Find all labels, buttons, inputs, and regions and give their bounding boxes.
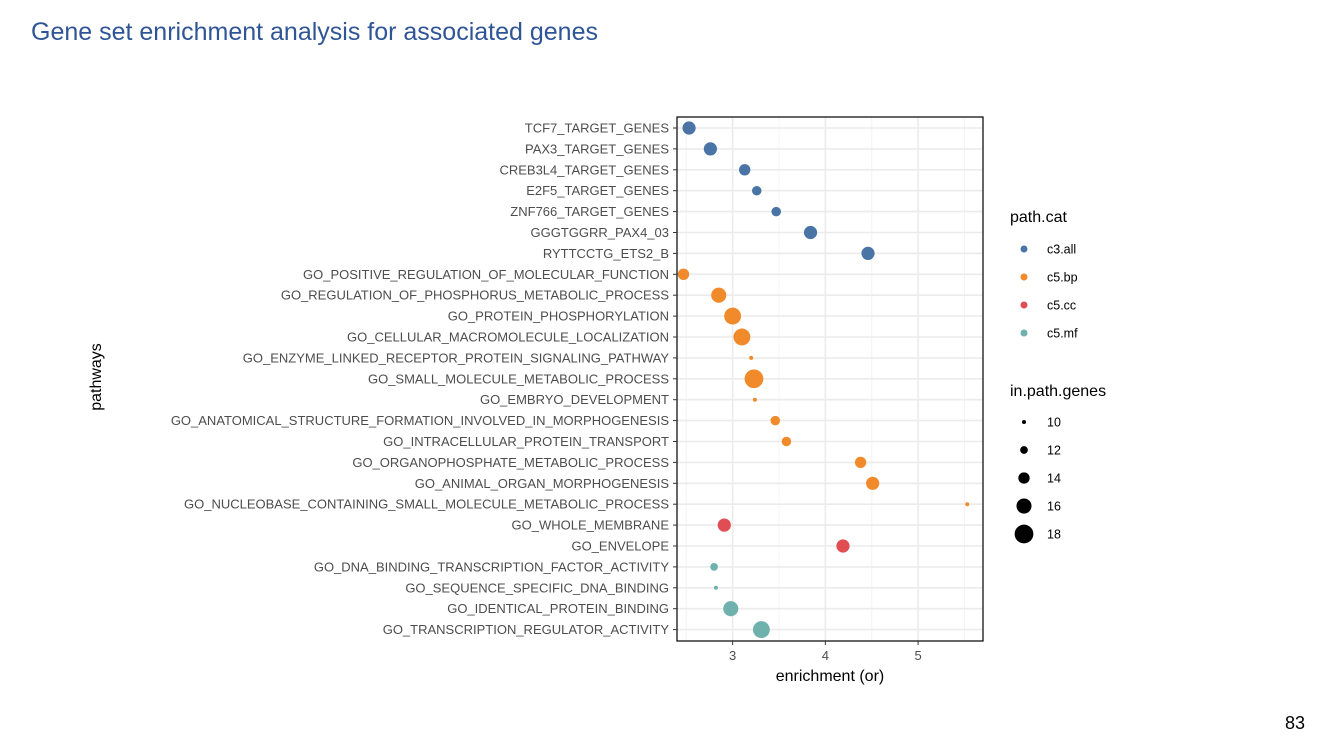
data-point [677,268,690,280]
y-tick-label: GO_ORGANOPHOSPHATE_METABOLIC_PROCESS [352,455,669,470]
data-point [713,585,718,590]
y-tick-label: GO_INTRACELLULAR_PROTEIN_TRANSPORT [383,434,669,449]
color-legend-title: path.cat [1010,209,1067,226]
legend-swatch [1020,329,1028,337]
data-point [836,539,850,553]
y-tick-label: E2F5_TARGET_GENES [526,183,669,198]
slide-title: Gene set enrichment analysis for associa… [31,18,598,46]
data-point [703,142,717,156]
y-tick-label: GO_PROTEIN_PHOSPHORYLATION [448,309,669,324]
data-point [803,225,818,240]
size-legend-dot [1014,524,1034,544]
size-legend-dot [1020,446,1028,454]
y-tick-label: GO_NUCLEOBASE_CONTAINING_SMALL_MOLECULE_… [184,497,669,512]
legend-label: c5.bp [1047,271,1078,285]
legend-label: c5.cc [1047,299,1076,313]
legend-swatch [1020,273,1028,281]
legend-swatch [1020,245,1028,253]
data-point [717,518,731,532]
data-point [749,355,754,360]
size-legend-label: 14 [1047,472,1061,486]
y-tick-label: GO_ENVELOPE [571,539,669,554]
data-point [752,397,757,402]
y-tick-label: GO_ANIMAL_ORGAN_MORPHOGENESIS [415,476,670,491]
y-tick-label: GO_CELLULAR_MACROMOLECULE_LOCALIZATION [347,330,669,345]
y-tick-label: GGGTGGRR_PAX4_03 [531,225,669,240]
x-tick-label: 5 [914,648,921,663]
y-tick-label: GO_TRANSCRIPTION_REGULATOR_ACTIVITY [383,622,670,637]
data-point [965,502,970,507]
y-tick-label: TCF7_TARGET_GENES [525,121,670,136]
y-tick-label: GO_SEQUENCE_SPECIFIC_DNA_BINDING [405,580,669,595]
legend: path.cat c3.all c5.bp c5.cc c5.mf in.path.gen… [1010,209,1106,544]
page-number: 83 [1284,713,1305,733]
legend-swatch [1020,301,1028,309]
grid [677,117,983,641]
y-tick-label: GO_POSITIVE_REGULATION_OF_MOLECULAR_FUNC… [303,267,669,282]
size-legend-label: 10 [1047,416,1061,430]
size-legend-title: in.path.genes [1010,383,1106,400]
x-axis: 3 4 5 [729,641,922,663]
data-point [724,307,742,325]
y-axis: TCF7_TARGET_GENES PAX3_TARGET_GENES CREB3L… [171,121,677,637]
y-tick-label: GO_WHOLE_MEMBRANE [512,518,670,533]
data-point [682,121,696,135]
data-point [866,476,880,490]
data-point [744,369,764,389]
size-legend-label: 18 [1047,528,1061,542]
data-point [751,185,762,196]
size-legend-label: 12 [1047,444,1061,458]
y-tick-label: RYTTCCTG_ETS2_B [543,246,669,261]
y-tick-label: GO_EMBRYO_DEVELOPMENT [480,392,669,407]
y-tick-label: GO_ENZYME_LINKED_RECEPTOR_PROTEIN_SIGNAL… [243,350,670,365]
y-tick-label: GO_IDENTICAL_PROTEIN_BINDING [447,601,669,616]
x-axis-title: enrichment (or) [776,668,884,685]
data-point [861,246,875,260]
data-points [677,121,970,639]
data-point [770,415,781,426]
y-tick-label: ZNF766_TARGET_GENES [510,204,669,219]
y-tick-label: GO_REGULATION_OF_PHOSPHORUS_METABOLIC_PR… [281,288,669,303]
size-legend-dot [1022,420,1026,424]
y-tick-label: GO_DNA_BINDING_TRANSCRIPTION_FACTOR_ACTI… [314,559,669,574]
data-point [723,601,739,617]
data-point [781,436,792,447]
data-point [733,328,751,346]
y-tick-label: CREB3L4_TARGET_GENES [499,162,669,177]
data-point [739,164,751,176]
size-legend-dot [1018,472,1030,484]
data-point [710,563,718,571]
legend-label: c3.all [1047,243,1076,257]
y-tick-label: GO_ANATOMICAL_STRUCTURE_FORMATION_INVOLV… [171,413,670,428]
data-point [752,621,770,639]
y-tick-label: PAX3_TARGET_GENES [525,141,669,156]
data-point [711,287,727,303]
y-tick-label: GO_SMALL_MOLECULE_METABOLIC_PROCESS [368,371,669,386]
size-legend-label: 16 [1047,500,1061,514]
data-point [771,206,781,217]
size-legend-dot [1016,498,1032,514]
legend-label: c5.mf [1047,327,1078,341]
x-tick-label: 4 [822,648,829,663]
x-tick-label: 3 [729,648,736,663]
y-axis-title: pathways [88,343,105,411]
data-point [854,456,867,469]
